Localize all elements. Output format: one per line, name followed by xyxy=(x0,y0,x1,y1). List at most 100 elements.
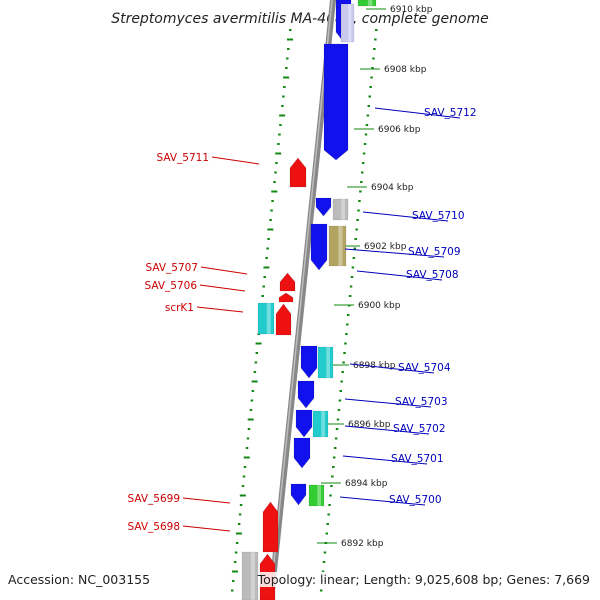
gene-block-gray xyxy=(241,551,259,600)
reverse-gene-label: SAV_5708 xyxy=(356,269,459,281)
gene-block-olive-shade xyxy=(338,226,343,266)
axis-tick: 6896 kbp xyxy=(324,420,391,430)
label-leader-line xyxy=(200,266,248,275)
reverse-gene-label: SAV_5704 xyxy=(349,362,451,374)
left-outer-dots xyxy=(230,29,294,592)
forward-gene-name: SAV_5699 xyxy=(127,493,180,505)
axis-tick-label: 6892 kbp xyxy=(341,539,384,549)
axis-tick-labels: 6910 kbp 6908 kbp 6906 kbp 6904 kbp 6902 kbp… xyxy=(317,5,433,549)
gene-arrow-forward xyxy=(262,501,279,553)
gene-arrow-forward xyxy=(278,292,294,303)
gene-arrow-reverse xyxy=(297,380,315,409)
forward-gene-label: SAV_5706 xyxy=(144,280,246,292)
reverse-gene-name: SAV_5703 xyxy=(395,396,448,408)
label-leader-line xyxy=(199,284,246,292)
gene-block-green xyxy=(357,0,377,7)
map-title: Streptomyces avermitilis MA-4680, comple… xyxy=(111,11,489,27)
forward-gene-label: SAV_5707 xyxy=(145,262,248,275)
label-leader-line xyxy=(182,497,231,504)
label-leader-line xyxy=(344,398,432,408)
reverse-gene-label: SAV_5700 xyxy=(339,494,442,506)
reverse-gene-label: SAV_5712 xyxy=(374,107,477,119)
label-leader-line xyxy=(349,363,435,374)
reverse-gene-name: SAV_5709 xyxy=(408,246,461,258)
gene-block-cyan xyxy=(317,346,334,379)
axis-tick-label: 6896 kbp xyxy=(348,420,391,430)
label-leader-line xyxy=(356,270,443,281)
axis-tick-label: 6898 kbp xyxy=(353,361,396,371)
gene-block-gray-shade xyxy=(341,199,345,220)
axis-tick: 6904 kbp xyxy=(347,183,414,193)
gene-block-green xyxy=(308,484,325,507)
label-leader-line xyxy=(344,425,430,435)
gene-arrow-reverse xyxy=(323,43,349,161)
reverse-gene-name: SAV_5708 xyxy=(406,269,459,281)
gene-arrow-forward xyxy=(289,157,307,188)
gene-block-cyan xyxy=(257,302,275,335)
axis-tick-label: 6894 kbp xyxy=(345,479,388,489)
gene-block-cyan-shade xyxy=(326,347,330,378)
axis-highlight xyxy=(269,0,333,600)
reverse-gene-name: SAV_5702 xyxy=(393,423,446,435)
axis-tick: 6910 kbp xyxy=(366,5,433,15)
gene-block-cyan xyxy=(312,410,329,438)
gene-labels: SAV_5711 SAV_5707 SAV_5706 scrK1 SAV_5699 SAV… xyxy=(127,107,476,533)
gene-block-olive xyxy=(328,225,347,267)
label-leader-line xyxy=(182,525,231,532)
reverse-gene-name: SAV_5710 xyxy=(412,210,465,222)
axis-tick: 6902 kbp xyxy=(340,242,407,252)
axis-tick-label: 6910 kbp xyxy=(390,5,433,15)
gene-arrow-forward xyxy=(279,272,296,292)
reverse-gene-name: SAV_5700 xyxy=(389,494,442,506)
axis-tick-label: 6900 kbp xyxy=(358,301,401,311)
gene-arrow-reverse xyxy=(290,483,307,506)
axis-tick-label: 6906 kbp xyxy=(378,125,421,135)
gene-arrow-reverse xyxy=(300,345,318,379)
reverse-gene-name: SAV_5704 xyxy=(398,362,451,374)
reverse-gene-label: SAV_5701 xyxy=(342,453,444,465)
axis-tick: 6892 kbp xyxy=(317,539,384,549)
label-leader-line xyxy=(344,248,445,258)
label-leader-line xyxy=(374,107,461,119)
reverse-gene-name: SAV_5712 xyxy=(424,107,477,119)
gene-features xyxy=(241,0,377,600)
gene-block-cyan-shade xyxy=(266,303,271,334)
forward-gene-name: scrK1 xyxy=(165,302,194,314)
reverse-gene-label: SAV_5709 xyxy=(344,246,461,258)
gene-block-lavender xyxy=(340,3,355,43)
axis-tick-label: 6908 kbp xyxy=(384,65,427,75)
axis-tick: 6900 kbp xyxy=(334,301,401,311)
label-leader-line xyxy=(342,455,428,465)
axis-tick-label: 6902 kbp xyxy=(364,242,407,252)
axis-line xyxy=(268,0,336,600)
axis-tick: 6894 kbp xyxy=(321,479,388,489)
sequence-axis xyxy=(268,0,336,600)
forward-gene-label: SAV_5699 xyxy=(127,493,231,505)
gene-block-green-shade xyxy=(317,485,321,506)
label-leader-line xyxy=(339,496,426,506)
gene-block-gray-shade xyxy=(250,552,255,600)
forward-gene-label: SAV_5698 xyxy=(127,521,231,533)
gene-block-gray xyxy=(332,198,349,221)
right-inner-dots xyxy=(319,29,378,592)
tick-dot-tracks xyxy=(230,29,378,592)
forward-gene-name: SAV_5711 xyxy=(156,152,209,164)
forward-gene-label: SAV_5711 xyxy=(156,152,260,165)
accession-text: Accession: NC_003155 xyxy=(8,572,151,587)
forward-gene-name: SAV_5706 xyxy=(144,280,197,292)
label-leader-line xyxy=(362,211,449,222)
label-leader-line xyxy=(196,306,244,313)
gene-block-green-shade xyxy=(367,0,373,6)
genome-summary-text: Topology: linear; Length: 9,025,608 bp; … xyxy=(257,572,590,587)
gene-block-cyan-shade xyxy=(321,411,325,437)
label-leader-line xyxy=(211,156,260,165)
forward-gene-label: scrK1 xyxy=(165,302,244,314)
reverse-gene-label: SAV_5702 xyxy=(344,423,446,435)
axis-tick-label: 6904 kbp xyxy=(371,183,414,193)
gene-block-lavender-shade xyxy=(348,4,352,42)
gene-arrow-reverse xyxy=(295,409,313,438)
reverse-gene-label: SAV_5710 xyxy=(362,210,465,222)
reverse-gene-label: SAV_5703 xyxy=(344,396,448,408)
